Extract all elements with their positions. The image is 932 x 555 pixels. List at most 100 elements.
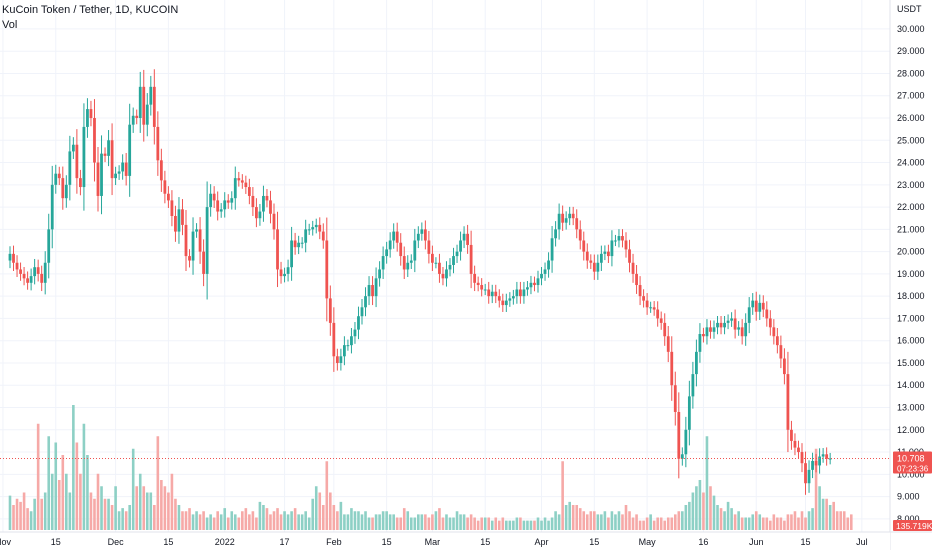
volume-bar (635, 514, 638, 530)
candle-body (135, 115, 139, 119)
volume-bar (311, 498, 315, 530)
volume-bar (659, 517, 663, 530)
candle-body (793, 440, 797, 448)
candle-body (677, 411, 681, 459)
x-tick-label: Jun (749, 537, 764, 547)
candle-body (705, 327, 709, 337)
volume-bar (57, 480, 61, 530)
candle-body (339, 356, 343, 363)
volume-bar (473, 517, 476, 530)
candle-body (399, 242, 403, 257)
candle-body (163, 180, 167, 194)
volume-bar (624, 505, 628, 530)
volume-bar (371, 517, 374, 530)
volume-bar (360, 514, 364, 530)
candle-body (642, 296, 645, 301)
volume-bar (480, 517, 483, 530)
candle-body (174, 215, 177, 232)
candle-body (775, 336, 779, 346)
volume-bar (367, 517, 371, 530)
volume-bar (744, 517, 747, 530)
candle-body (54, 173, 58, 185)
volume-bar (12, 505, 15, 530)
volume-bar (497, 520, 501, 530)
x-tick-label: May (639, 537, 657, 547)
candle-body (33, 267, 37, 277)
volume-bar (89, 492, 93, 530)
volume-bar (842, 511, 846, 530)
candle-body (265, 195, 269, 201)
candle-body (328, 298, 332, 323)
volume-bar (490, 520, 494, 530)
candle-body (15, 262, 19, 270)
candle-body (311, 227, 315, 230)
candle-body (184, 224, 188, 257)
volume-bar (494, 517, 498, 530)
volume-bar (117, 511, 121, 530)
volume-bar (145, 492, 149, 530)
candle-body (466, 233, 469, 245)
volume-bar (307, 517, 311, 530)
volume-bar (642, 520, 645, 530)
candle-body (575, 218, 579, 230)
candle-body (385, 249, 389, 257)
candle-body (765, 309, 769, 319)
candle-body (61, 178, 65, 199)
candle-body (610, 240, 614, 257)
volume-bar (33, 498, 36, 530)
volume-bar (195, 511, 198, 530)
volume-bar (652, 520, 656, 530)
candle-body (423, 229, 427, 241)
volume-bar (526, 520, 529, 530)
y-axis-unit: USDT (897, 4, 922, 14)
candle-body (659, 318, 663, 323)
candle-body (783, 358, 786, 375)
volume-bar (325, 461, 329, 530)
volume-bar (350, 508, 353, 530)
time-axis-bg (0, 532, 890, 550)
candle-body (529, 282, 533, 288)
volume-bar (135, 486, 139, 530)
candle-body (283, 273, 286, 277)
candle-body (568, 213, 572, 219)
candle-body (318, 224, 322, 232)
volume-bar (712, 495, 716, 530)
volume-bar (290, 511, 293, 530)
volume-bar (469, 514, 473, 530)
x-tick-label: Jul (856, 537, 868, 547)
candle-body (804, 463, 807, 484)
volume-bar (733, 514, 737, 530)
candle-body (645, 300, 649, 308)
candle-body (47, 229, 51, 263)
volume-bar (571, 505, 575, 530)
volume-bar (68, 492, 72, 530)
candle-body (673, 385, 677, 412)
volume-bar (505, 520, 508, 530)
volume-bar (110, 505, 114, 530)
candle-body (617, 236, 621, 241)
volume-bar (61, 455, 65, 530)
volume-bar (8, 495, 12, 530)
volume-bar (765, 517, 769, 530)
volume-bar (828, 505, 832, 530)
volume-bar (170, 473, 174, 530)
volume-bar (691, 492, 695, 530)
y-tick-label: 23.000 (897, 180, 925, 190)
candle-body (607, 251, 610, 257)
candle-body (114, 173, 117, 179)
candle-body (131, 115, 135, 125)
candle-body (431, 253, 434, 263)
volume-bar (364, 511, 367, 530)
candle-body (624, 240, 628, 250)
candle-body (205, 207, 209, 274)
candle-body (392, 231, 396, 241)
volume-bar (399, 517, 403, 530)
volume-bar (772, 514, 776, 530)
volume-bar (638, 520, 642, 530)
y-tick-label: 21.000 (897, 224, 925, 234)
volume-bar (26, 508, 29, 530)
candle-body (26, 278, 29, 283)
volume-bar (184, 511, 188, 530)
